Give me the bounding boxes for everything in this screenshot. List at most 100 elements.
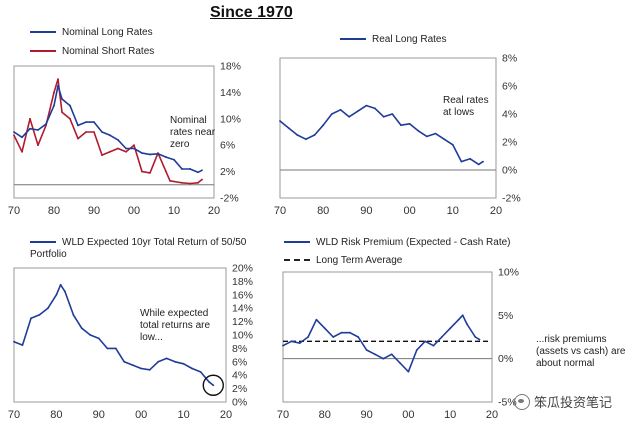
data-point: [53, 104, 55, 107]
x-tick-label: 10: [177, 409, 189, 421]
data-point: [298, 342, 301, 344]
x-tick-label: 20: [486, 409, 498, 421]
y-tick-label: 0%: [232, 397, 247, 409]
data-point: [399, 362, 401, 364]
legend-label: Long Term Average: [316, 255, 403, 266]
data-point: [460, 160, 463, 163]
data-point: [133, 144, 135, 147]
legend-nominal-long: Nominal Long Rates: [30, 27, 153, 39]
data-point: [97, 337, 100, 340]
data-point: [125, 150, 127, 153]
y-tick-label: 20%: [232, 263, 253, 275]
data-point: [305, 138, 307, 141]
data-point: [169, 179, 171, 182]
data-point: [432, 344, 435, 347]
legend-label: WLD Risk Premium (Expected - Cash Rate): [316, 237, 511, 248]
data-point: [348, 331, 351, 334]
data-point: [63, 290, 66, 293]
data-point: [408, 122, 411, 125]
data-point: [478, 338, 481, 341]
data-point: [174, 360, 177, 363]
x-tick-label: 10: [444, 409, 456, 421]
legend-real-long: Real Long Rates: [340, 34, 447, 46]
data-point: [38, 314, 41, 316]
x-tick-label: 00: [403, 205, 415, 217]
data-point: [449, 327, 452, 330]
y-tick-label: 6%: [220, 140, 235, 152]
data-point: [440, 336, 443, 338]
series-line-wld-risk-premium-expected-cash-rate-: [282, 314, 480, 373]
data-point: [165, 156, 167, 158]
annotation-expected: While expected total returns are low...: [140, 308, 211, 343]
series-line-nominal-long-rates: [13, 85, 203, 174]
data-point: [13, 340, 15, 343]
data-point: [173, 158, 175, 161]
data-point: [61, 98, 63, 100]
data-point: [30, 317, 32, 320]
y-tick-label: 10%: [220, 113, 241, 125]
data-point: [106, 347, 109, 350]
data-point: [461, 314, 464, 317]
data-point: [290, 340, 293, 343]
y-tick-label: 12%: [232, 316, 253, 328]
data-point: [133, 147, 135, 150]
data-point: [181, 168, 183, 170]
annotation-risk: ...risk premiums (assets vs cash) are ab…: [536, 334, 626, 369]
data-point: [434, 132, 437, 135]
y-tick-label: 5%: [498, 310, 513, 322]
data-point: [201, 169, 203, 172]
data-point: [201, 178, 203, 181]
data-point: [157, 360, 160, 363]
x-tick-label: 20: [208, 205, 220, 217]
y-tick-label: -2%: [502, 193, 521, 205]
data-point: [21, 136, 23, 139]
data-point: [109, 150, 111, 153]
data-point: [457, 318, 460, 321]
y-tick-label: 2%: [232, 383, 247, 395]
y-tick-label: 16%: [232, 289, 253, 301]
legend-label: Nominal Short Rates: [62, 46, 155, 57]
data-point: [407, 370, 410, 373]
x-tick-label: 90: [88, 205, 100, 217]
data-point: [307, 336, 309, 338]
x-tick-label: 70: [8, 409, 20, 421]
y-tick-label: 4%: [232, 370, 247, 382]
data-point: [424, 340, 427, 343]
data-point: [55, 293, 58, 296]
data-point: [37, 129, 39, 131]
data-point: [101, 154, 103, 157]
legend-expected-return: WLD Expected 10yr Total Return of 50/50 …: [30, 237, 250, 261]
data-point: [279, 120, 281, 122]
legend-swatch: [30, 241, 56, 244]
data-point: [382, 357, 385, 360]
data-point: [212, 384, 215, 387]
data-point: [85, 121, 87, 123]
watermark: 笨瓜投资笔记: [514, 392, 612, 411]
data-point: [323, 327, 326, 330]
data-point: [282, 344, 284, 347]
data-point: [80, 327, 83, 330]
x-tick-label: 70: [274, 205, 286, 217]
y-tick-label: 10%: [232, 330, 253, 342]
data-point: [123, 360, 126, 363]
data-point: [72, 314, 75, 316]
data-point: [374, 353, 376, 356]
legend-label: Real Long Rates: [372, 34, 447, 45]
y-tick-label: 6%: [502, 81, 517, 93]
data-point: [482, 160, 484, 163]
y-tick-label: 8%: [502, 53, 517, 65]
data-point: [29, 127, 31, 130]
x-tick-label: 20: [220, 409, 232, 421]
data-point: [57, 78, 59, 81]
data-point: [89, 334, 92, 336]
data-point: [77, 137, 79, 140]
data-point: [466, 323, 468, 325]
y-tick-label: -2%: [220, 193, 239, 205]
x-tick-label: 80: [48, 205, 60, 217]
data-point: [21, 344, 24, 346]
data-point: [173, 180, 175, 183]
data-point: [59, 283, 62, 286]
x-tick-label: 80: [317, 205, 329, 217]
wechat-icon: [514, 393, 530, 410]
